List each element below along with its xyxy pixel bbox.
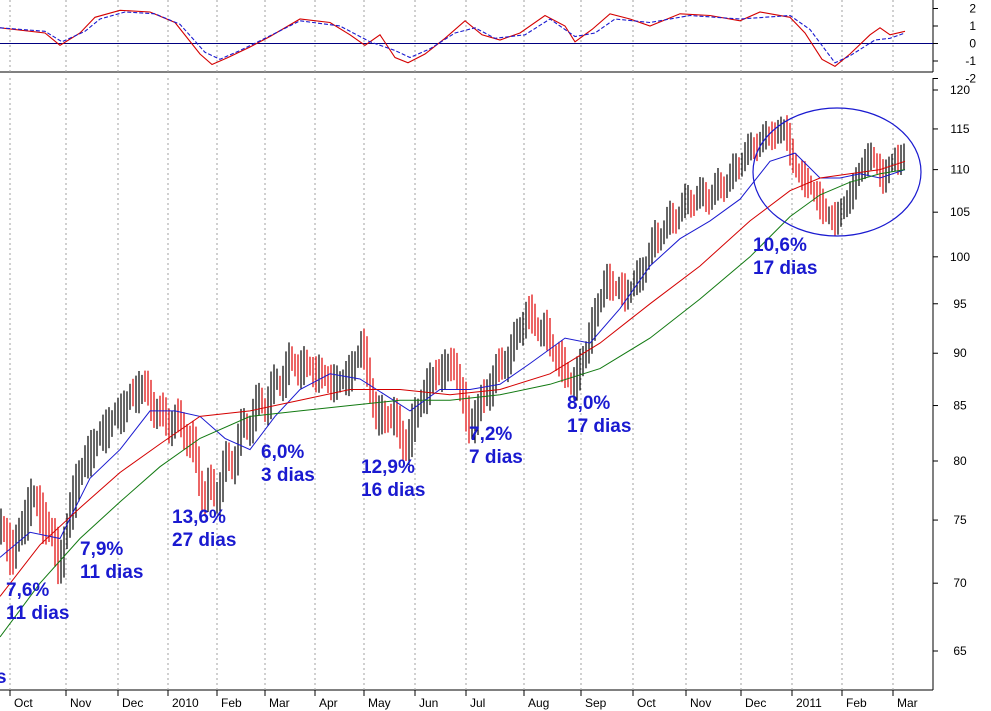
x-tick-label: Feb xyxy=(221,696,242,710)
x-tick-label: Oct xyxy=(637,696,656,710)
x-tick-label: Nov xyxy=(70,696,91,710)
oscillator-grid xyxy=(9,0,894,72)
price-tick-label: 75 xyxy=(953,513,967,527)
oscillator-series xyxy=(0,9,906,67)
x-tick-label: 2010 xyxy=(172,696,199,710)
oscillator-panel: 2 1 0 -1 -2 xyxy=(0,0,976,86)
osc-tick-label: -2 xyxy=(965,72,976,86)
x-axis: Oct Nov Dec 2010 Feb Mar Apr May Jun Jul Aug Sep Oct… xyxy=(9,690,918,710)
moving-average-1 xyxy=(0,152,906,558)
drawdown-annotation: 7,6% 11 dias xyxy=(6,580,69,624)
price-tick-label: 110 xyxy=(950,163,969,177)
price-tick-label: 95 xyxy=(953,297,967,311)
price-tick-label: 115 xyxy=(950,122,969,136)
drawdown-annotation: 7,2% 7 dias xyxy=(469,424,523,468)
drawdown-annotation: 8,0% 17 dias xyxy=(567,393,631,437)
price-panel: 65 70 75 80 85 90 95 100 105 110 115 120 Oct Nov Dec 2… xyxy=(0,78,970,710)
osc-tick-label: -1 xyxy=(965,54,976,68)
x-tick-label: Jun xyxy=(419,696,438,710)
x-tick-label: Sep xyxy=(585,696,607,710)
x-tick-label: 2011 xyxy=(796,696,822,710)
drawdown-annotation: 13,6% 27 dias xyxy=(172,507,236,551)
x-tick-label: Dec xyxy=(122,696,143,710)
highlight-ellipse xyxy=(752,107,922,237)
drawdown-annotation: 10,6% 17 dias xyxy=(753,235,817,279)
price-tick-label: 90 xyxy=(953,346,967,360)
price-tick-label: 70 xyxy=(953,576,967,590)
x-tick-label: Mar xyxy=(269,696,290,710)
osc-series-2 xyxy=(0,11,906,64)
drawdown-annotation: 7,9% 11 dias xyxy=(80,539,143,583)
x-tick-label: Aug xyxy=(528,696,549,710)
osc-tick-label: 1 xyxy=(969,19,976,33)
drawdown-annotation: 6,0% 3 dias xyxy=(261,442,315,486)
drawdown-annotation: 12,9% 16 dias xyxy=(361,457,425,501)
moving-average-3 xyxy=(0,169,906,638)
price-tick-label: 120 xyxy=(950,83,970,97)
price-tick-label: 65 xyxy=(953,644,967,658)
x-tick-label: Apr xyxy=(319,696,338,710)
x-tick-label: May xyxy=(368,696,391,710)
x-tick-label: Oct xyxy=(14,696,33,710)
price-series xyxy=(0,115,906,638)
price-tick-label: 85 xyxy=(953,399,967,413)
price-tick-label: 80 xyxy=(953,454,967,468)
moving-average-2 xyxy=(0,160,906,597)
osc-tick-label: 2 xyxy=(969,2,976,16)
osc-series-1 xyxy=(0,9,906,67)
price-tick-label: 100 xyxy=(950,250,970,264)
edge-label: s xyxy=(0,667,7,688)
x-tick-label: Dec xyxy=(745,696,766,710)
x-tick-label: Nov xyxy=(690,696,711,710)
oscillator-y-axis: 2 1 0 -1 -2 xyxy=(933,2,976,86)
price-y-axis: 65 70 75 80 85 90 95 100 105 110 115 120 xyxy=(933,83,970,658)
x-tick-label: Feb xyxy=(846,696,867,710)
price-tick-label: 105 xyxy=(950,205,970,219)
x-tick-label: Mar xyxy=(897,696,918,710)
x-tick-label: Jul xyxy=(470,696,485,710)
price-bars xyxy=(0,115,905,585)
osc-tick-label: 0 xyxy=(969,37,976,51)
